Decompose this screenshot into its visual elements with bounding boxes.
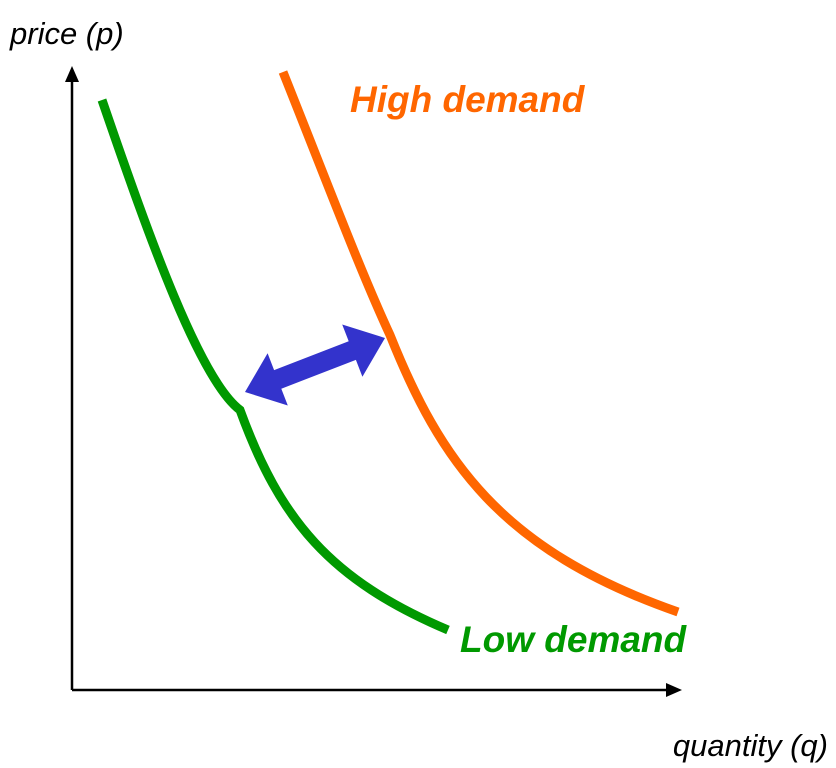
x-axis-label: quantity (q) xyxy=(673,728,828,763)
low-demand-curve xyxy=(97,98,450,635)
high-demand-curve xyxy=(278,70,680,617)
high-demand-label: High demand xyxy=(350,79,586,120)
shift-arrow xyxy=(245,324,385,406)
y-axis-arrowhead xyxy=(65,66,79,82)
y-axis-label: price (p) xyxy=(9,16,124,51)
x-axis-arrowhead xyxy=(666,683,682,697)
low-demand-label: Low demand xyxy=(460,619,688,660)
